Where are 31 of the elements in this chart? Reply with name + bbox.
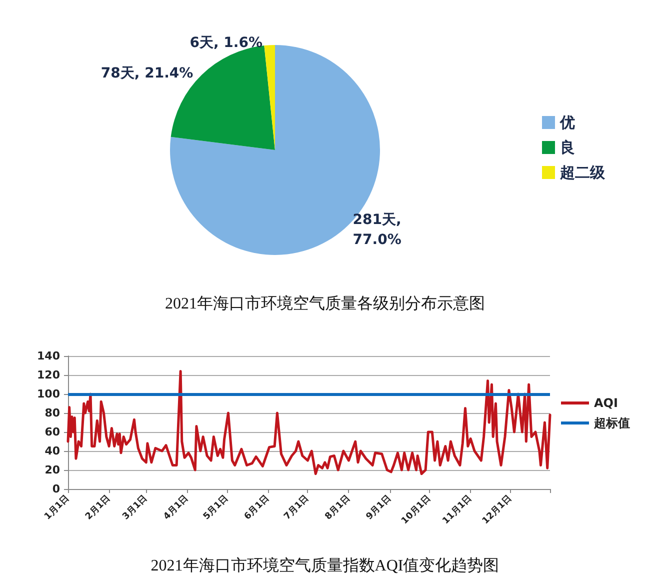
legend-label: AQI xyxy=(594,396,618,410)
x-tick-label: 9月1日 xyxy=(364,492,394,522)
x-tick-label: 5月1日 xyxy=(201,492,230,522)
y-tick-label: 80 xyxy=(44,406,60,420)
x-tick-label: 11月1日 xyxy=(440,492,474,527)
x-tick-label: 3月1日 xyxy=(120,492,150,522)
y-tick-label: 120 xyxy=(37,368,60,382)
x-tick-label: 6月1日 xyxy=(242,492,272,522)
y-tick-label: 100 xyxy=(37,388,60,400)
y-tick-label: 20 xyxy=(44,464,60,476)
data-label: 6天, 1.6% xyxy=(190,35,262,52)
legend-label: 超二级 xyxy=(559,164,606,182)
data-label: 78天, 21.4% xyxy=(100,66,194,82)
x-tick-label: 2月1日 xyxy=(83,492,113,522)
x-tick-label: 8月1日 xyxy=(322,492,352,522)
x-tick-label: 1月1日 xyxy=(42,492,72,522)
x-tick-label: 7月1日 xyxy=(282,492,312,522)
x-tick-label: 10月1日 xyxy=(399,492,434,527)
legend-label: 超标值 xyxy=(593,416,630,430)
text: 2021年海口市环境空气质量各级别分布示意图 xyxy=(165,294,485,312)
y-tick-label: 60 xyxy=(44,426,60,438)
y-tick-label: 40 xyxy=(44,444,60,458)
data-label: 281天, 77.0% xyxy=(352,212,406,248)
y-tick-label: 140 xyxy=(37,350,60,362)
legend-label: 优 xyxy=(559,114,575,132)
x-tick-label: 4月1日 xyxy=(161,492,191,522)
x-tick-label: 12月1日 xyxy=(480,492,514,527)
line-series xyxy=(66,370,552,476)
text: 2021年海口市环境空气质量指数AQI值变化趋势图 xyxy=(150,556,500,574)
y-tick-label: 0 xyxy=(52,482,60,496)
legend-label: 良 xyxy=(560,138,575,156)
